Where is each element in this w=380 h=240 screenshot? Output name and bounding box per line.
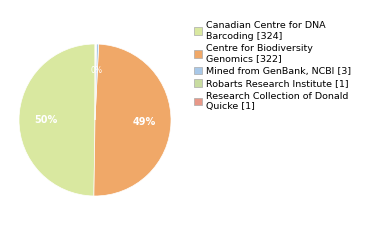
Text: 49%: 49%	[133, 117, 156, 126]
Legend: Canadian Centre for DNA
Barcoding [324], Centre for Biodiversity
Genomics [322],: Canadian Centre for DNA Barcoding [324],…	[194, 21, 351, 111]
Text: 50%: 50%	[34, 115, 57, 125]
Wedge shape	[95, 44, 96, 120]
Wedge shape	[95, 44, 99, 120]
Wedge shape	[95, 44, 97, 120]
Text: 0%: 0%	[91, 66, 103, 75]
Wedge shape	[94, 44, 171, 196]
Wedge shape	[19, 44, 95, 196]
